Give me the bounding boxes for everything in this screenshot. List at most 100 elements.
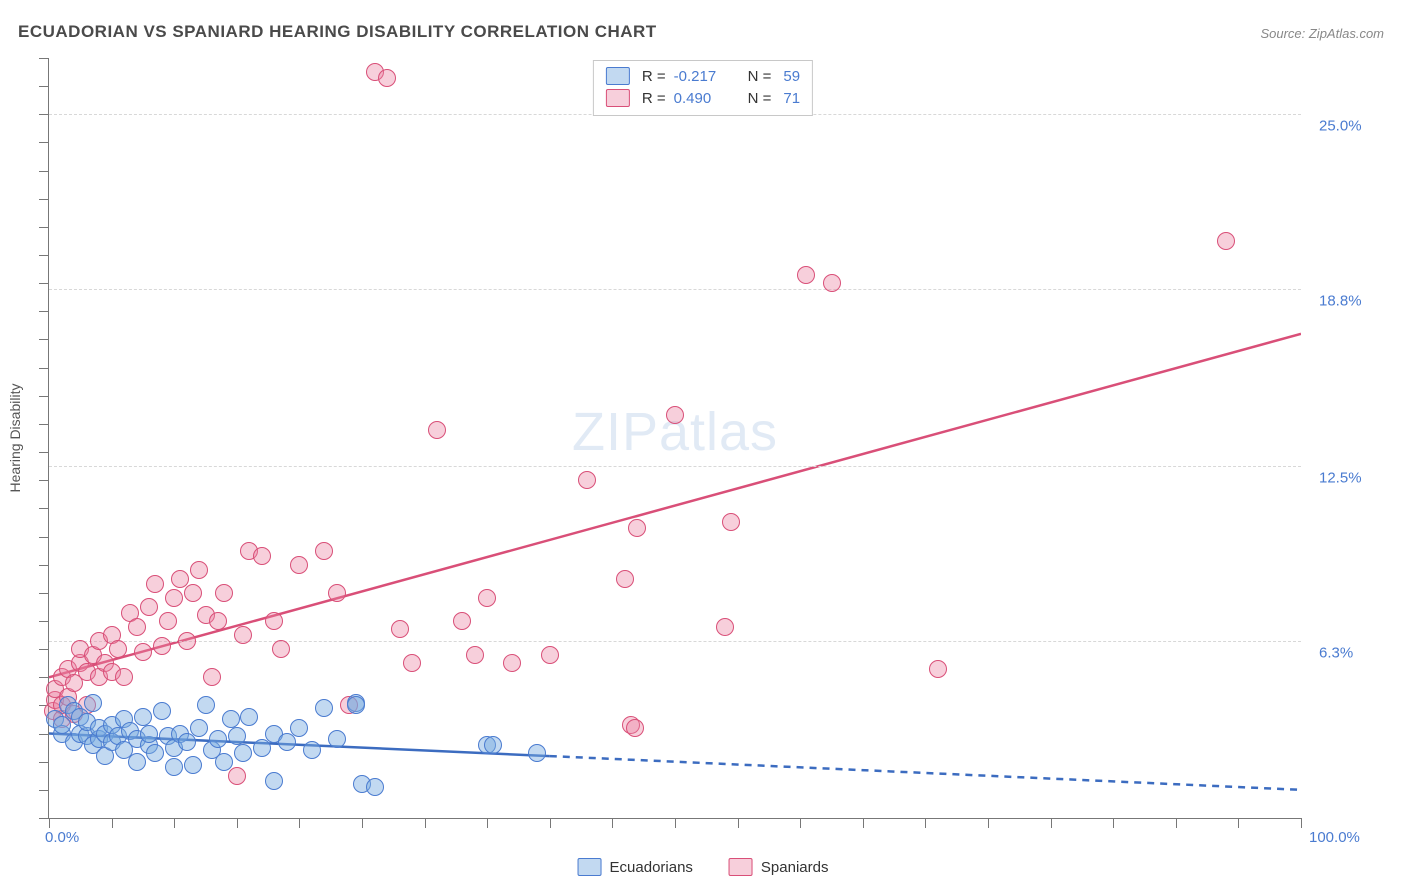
y-tick: [39, 199, 49, 200]
data-point: [228, 727, 246, 745]
data-point: [253, 739, 271, 757]
data-point: [328, 584, 346, 602]
data-point: [115, 668, 133, 686]
y-tick: [39, 593, 49, 594]
y-tick: [39, 227, 49, 228]
data-point: [315, 699, 333, 717]
data-point: [228, 767, 246, 785]
data-point: [484, 736, 502, 754]
data-point: [234, 744, 252, 762]
data-point: [797, 266, 815, 284]
y-tick: [39, 508, 49, 509]
x-tick: [863, 818, 864, 828]
legend-row-spaniards: R = 0.490 N = 71: [606, 87, 800, 109]
y-tick: [39, 818, 49, 819]
data-point: [153, 637, 171, 655]
x-tick: [112, 818, 113, 828]
data-point: [128, 753, 146, 771]
swatch-ecuadorians: [606, 67, 630, 85]
data-point: [466, 646, 484, 664]
swatch-ecuadorians: [578, 858, 602, 876]
data-point: [209, 612, 227, 630]
x-tick: [487, 818, 488, 828]
x-tick: [425, 818, 426, 828]
gridline: [49, 466, 1301, 467]
data-point: [278, 733, 296, 751]
data-point: [134, 708, 152, 726]
data-point: [315, 542, 333, 560]
data-point: [53, 716, 71, 734]
data-point: [159, 612, 177, 630]
data-point: [265, 612, 283, 630]
y-tick: [39, 790, 49, 791]
data-point: [165, 758, 183, 776]
x-tick: [925, 818, 926, 828]
x-tick: [1238, 818, 1239, 828]
y-tick: [39, 480, 49, 481]
chart-title: ECUADORIAN VS SPANIARD HEARING DISABILIT…: [18, 22, 657, 42]
data-point: [391, 620, 409, 638]
y-tick: [39, 142, 49, 143]
y-tick: [39, 58, 49, 59]
correlation-legend: R = -0.217 N = 59 R = 0.490 N = 71: [593, 60, 813, 116]
data-point: [253, 547, 271, 565]
data-point: [178, 733, 196, 751]
y-tick: [39, 734, 49, 735]
swatch-spaniards: [606, 89, 630, 107]
x-tick-label-min: 0.0%: [45, 829, 79, 846]
data-point: [823, 274, 841, 292]
x-tick: [174, 818, 175, 828]
data-point: [347, 696, 365, 714]
data-point: [234, 626, 252, 644]
y-tick-label: 6.3%: [1319, 644, 1353, 661]
n-value-ecuadorians: 59: [783, 68, 800, 85]
data-point: [716, 618, 734, 636]
y-tick: [39, 171, 49, 172]
y-tick: [39, 565, 49, 566]
y-tick-label: 12.5%: [1319, 470, 1362, 487]
data-point: [403, 654, 421, 672]
y-tick: [39, 114, 49, 115]
data-point: [140, 598, 158, 616]
data-point: [626, 719, 644, 737]
data-point: [197, 696, 215, 714]
data-point: [203, 668, 221, 686]
x-tick: [675, 818, 676, 828]
source-attribution: Source: ZipAtlas.com: [1260, 26, 1384, 41]
n-value-spaniards: 71: [783, 90, 800, 107]
x-tick: [1301, 818, 1302, 828]
y-tick: [39, 424, 49, 425]
x-tick: [362, 818, 363, 828]
y-tick-label: 18.8%: [1319, 292, 1362, 309]
x-tick: [800, 818, 801, 828]
y-tick: [39, 621, 49, 622]
data-point: [222, 710, 240, 728]
data-point: [328, 730, 346, 748]
y-tick: [39, 649, 49, 650]
y-tick-label: 25.0%: [1319, 118, 1362, 135]
data-point: [503, 654, 521, 672]
x-tick: [1051, 818, 1052, 828]
data-point: [240, 708, 258, 726]
x-tick: [49, 818, 50, 828]
swatch-spaniards: [729, 858, 753, 876]
data-point: [528, 744, 546, 762]
x-tick: [1176, 818, 1177, 828]
y-tick: [39, 255, 49, 256]
x-tick: [612, 818, 613, 828]
data-point: [128, 618, 146, 636]
data-point: [666, 406, 684, 424]
data-point: [628, 519, 646, 537]
x-tick: [550, 818, 551, 828]
y-tick: [39, 452, 49, 453]
legend-label-ecuadorians: Ecuadorians: [610, 859, 693, 876]
y-tick: [39, 283, 49, 284]
data-point: [265, 772, 283, 790]
y-axis-label: Hearing Disability: [7, 384, 23, 493]
legend-label-spaniards: Spaniards: [761, 859, 829, 876]
data-point: [84, 694, 102, 712]
data-point: [109, 640, 127, 658]
y-tick: [39, 311, 49, 312]
gridline: [49, 289, 1301, 290]
data-point: [184, 756, 202, 774]
